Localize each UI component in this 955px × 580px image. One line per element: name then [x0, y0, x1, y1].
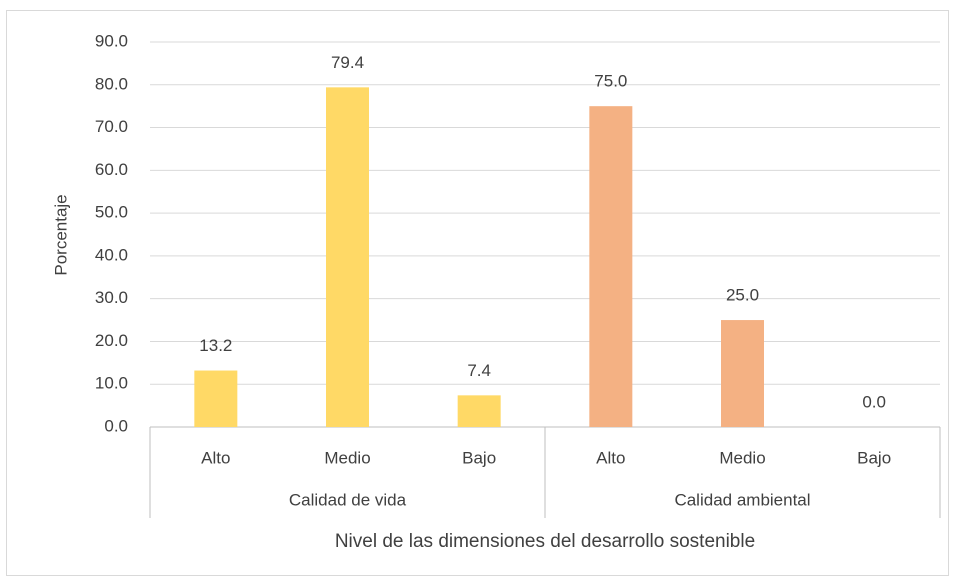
bar [589, 106, 633, 428]
data-label: 7.4 [467, 361, 491, 380]
y-tick-label: 40.0 [95, 245, 128, 264]
y-tick-label: 0.0 [104, 416, 128, 435]
y-tick-label: 90.0 [95, 31, 128, 50]
data-label: 25.0 [726, 286, 759, 305]
x-tick-label: Bajo [462, 448, 496, 467]
chart-frame [6, 10, 949, 576]
y-tick-label: 20.0 [95, 331, 128, 350]
group-label: Calidad de vida [289, 490, 407, 509]
data-label: 75.0 [594, 72, 627, 91]
x-tick-label: Bajo [857, 448, 891, 467]
bar [326, 87, 369, 427]
data-label: 0.0 [862, 392, 886, 411]
group-label: Calidad ambiental [674, 490, 810, 509]
bar [194, 370, 238, 427]
bar [457, 395, 501, 427]
x-tick-label: Medio [324, 448, 370, 467]
bar [721, 320, 764, 427]
x-axis-title: Nivel de las dimensiones del desarrollo … [335, 531, 755, 552]
data-label: 79.4 [331, 53, 364, 72]
x-tick-label: Medio [719, 448, 765, 467]
x-tick-label: Alto [201, 448, 230, 467]
x-tick-label: Alto [596, 448, 625, 467]
y-tick-label: 50.0 [95, 203, 128, 222]
y-tick-label: 10.0 [95, 374, 128, 393]
data-label: 13.2 [199, 336, 232, 355]
y-axis-title: Porcentaje [51, 194, 70, 275]
y-tick-label: 60.0 [95, 160, 128, 179]
y-tick-label: 30.0 [95, 288, 128, 307]
y-tick-label: 80.0 [95, 74, 128, 93]
y-tick-label: 70.0 [95, 117, 128, 136]
